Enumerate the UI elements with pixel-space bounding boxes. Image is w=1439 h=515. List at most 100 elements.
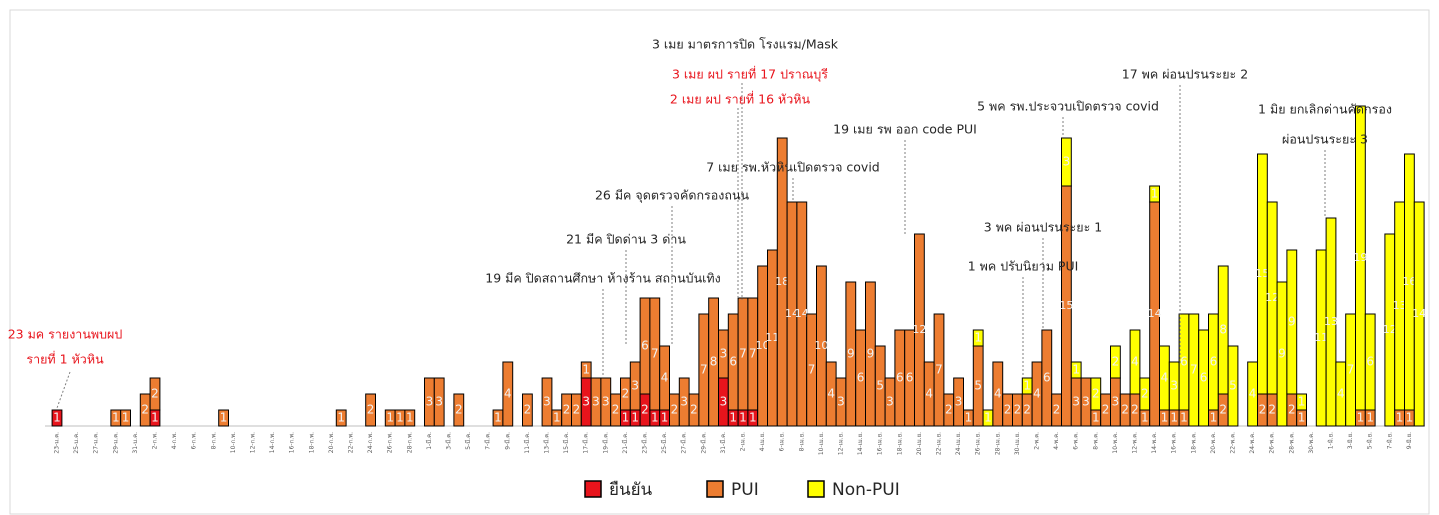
x-tick-label: 9-มิ.ย. [1406,432,1413,449]
value-label: 1 [651,411,659,425]
x-tick-label: 7-มี.ค. [484,432,492,450]
x-tick-label: 20-พ.ค. [1210,432,1217,454]
value-label: 1 [661,411,669,425]
x-tick-label: 28-เม.ย. [994,432,1001,455]
x-tick-label: 7-มิ.ย. [1386,432,1393,449]
value-label: 2 [1268,403,1276,417]
value-label: 2 [455,403,463,417]
value-label: 1 [112,411,120,425]
value-label: 4 [1131,355,1139,369]
value-label: 1 [1023,379,1031,393]
value-label: 3 [426,395,434,409]
bar-segment [1227,345,1239,427]
value-label: 9 [867,347,875,361]
value-label: 3 [592,395,600,409]
annotation: 7 เมย รพ.หัวหินเปิดตรวจ covid [706,160,880,175]
value-label: 3 [955,395,963,409]
bar-segment [914,233,925,427]
x-tick-label: 20-เม.ย. [916,432,923,455]
annotation: 19 เมย รพ ออก code PUI [833,122,977,137]
value-label: 4 [827,387,835,401]
value-label: 3 [1063,155,1071,169]
bar-segment [365,393,377,427]
value-label: 2 [573,403,581,417]
annotation: รายที่ 1 หัวหิน [26,351,104,367]
value-label: 7 [700,363,708,377]
x-tick-label: 6-เม.ย. [779,432,786,451]
x-tick-label: 18-พ.ค. [1190,432,1197,454]
value-label: 1 [1298,395,1306,409]
value-label: 1 [1072,363,1080,377]
value-label: 6 [1180,355,1188,369]
value-label: 1 [974,331,982,345]
value-label: 1 [406,411,414,425]
x-tick-label: 20-ก.พ. [328,432,335,453]
value-label: 14 [1148,307,1162,320]
value-label: 6 [857,371,865,385]
x-tick-label: 29-ม.ค. [112,432,119,454]
x-tick-label: 19-มี.ค. [601,432,609,454]
bar-segment [433,377,445,427]
legend-label: ยืนยัน [609,480,653,500]
x-tick-label: 11-มี.ค. [523,432,531,454]
x-tick-label: 12-พ.ค. [1132,432,1139,454]
x-tick-label: 6-ก.พ. [191,432,198,449]
value-label: 2 [563,403,571,417]
value-label: 3 [720,347,728,361]
bar-segment [1110,345,1121,379]
x-tick-label: 23-มี.ค. [641,432,649,454]
value-label: 7 [749,347,757,361]
value-label: 1 [1396,411,1404,425]
value-label: 1 [337,411,345,425]
legend-swatch [807,480,825,498]
bar-segment [335,409,347,427]
value-label: 3 [1112,395,1120,409]
value-label: 4 [925,387,933,401]
value-label: 9 [1278,347,1286,361]
x-tick-label: 10-เม.ย. [818,432,825,455]
annotation: 21 มีค ปิดด่าน 3 ด่าน [566,232,686,247]
legend-label: Non-PUI [832,480,900,500]
x-tick-label: 14-เม.ย. [857,432,864,455]
value-label: 1 [1366,411,1374,425]
x-tick-label: 17-มี.ค. [582,432,590,454]
x-tick-label: 1-มิ.ย. [1328,432,1335,449]
value-label: 4 [994,387,1002,401]
value-label: 1 [965,411,973,425]
value-label: 4 [1337,387,1345,401]
x-tick-label: 3-มี.ค. [445,432,453,450]
bar-segment [1413,201,1425,427]
value-label: 2 [1102,403,1110,417]
value-label: 2 [367,403,375,417]
x-tick-label: 9-มี.ค. [503,432,511,450]
bar-segment [1070,361,1082,379]
x-tick-label: 13-มี.ค. [543,432,551,454]
bar-segment [453,393,465,427]
x-tick-label: 2-ก.พ. [152,432,159,449]
value-label: 3 [680,395,688,409]
x-tick-label: 16-พ.ค. [1171,432,1178,454]
x-tick-label: 22-ก.พ. [348,432,355,453]
bar-segment [1296,393,1307,411]
value-label: 2 [1219,403,1227,417]
value-label: 1 [1161,411,1169,425]
annotation: 1 พค ปรับนิยาม PUI [968,259,1079,274]
value-label: 2 [141,403,149,417]
bar-segment [120,409,131,427]
x-tick-label: 10-พ.ค. [1112,432,1119,454]
value-label: 7 [739,347,747,361]
x-tick-label: 28-พ.ค. [1288,432,1295,454]
value-label: 1 [582,363,590,377]
value-label: 6 [906,371,914,385]
value-label: 10 [756,339,770,352]
value-label: 2 [1014,403,1022,417]
bar-segment [972,329,984,347]
value-label: 7 [935,363,943,377]
x-tick-label: 16-ก.พ. [289,432,296,453]
annotation: 3 พค ผ่อนปรนระยะ 1 [984,220,1102,235]
x-tick-label: 4-ก.พ. [171,432,178,449]
annotation: 19 มีค ปิดสถานศึกษา ห้างร้าน สถานบันเทิง [485,271,720,286]
annotation: 1 มิย ยกเลิกด่านคัดกรอง [1258,102,1392,117]
value-label: 1 [1151,187,1159,201]
value-label: 2 [1112,355,1120,369]
